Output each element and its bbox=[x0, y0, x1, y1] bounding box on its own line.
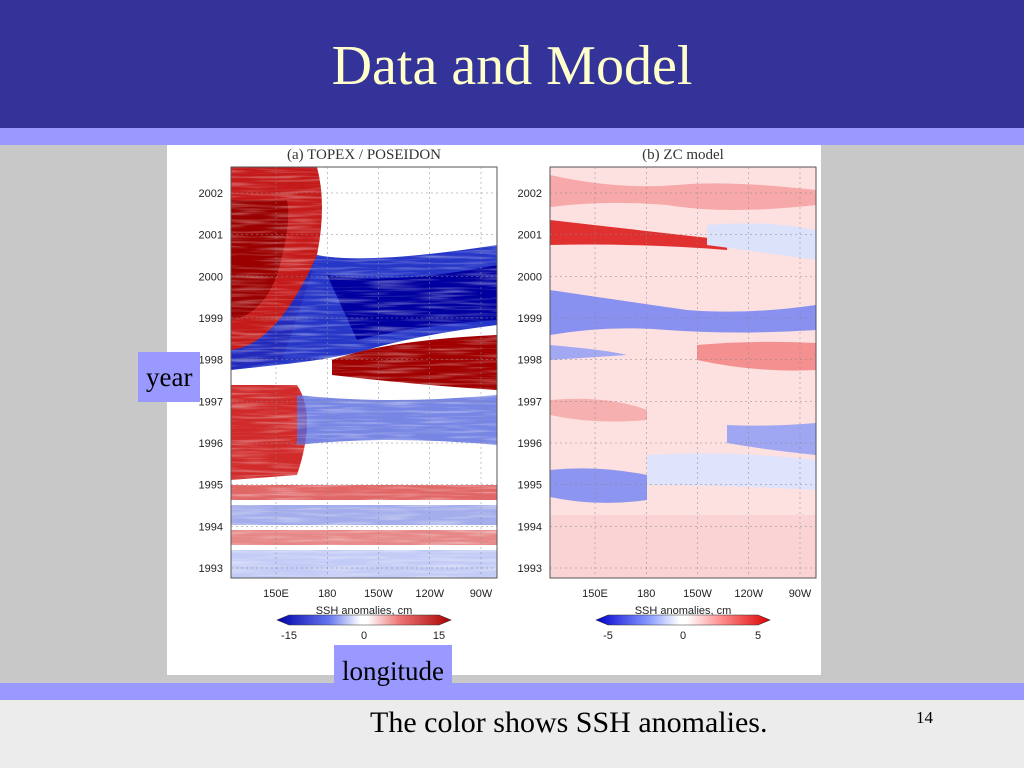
panel-a-title: (a) TOPEX / POSEIDON bbox=[287, 147, 441, 163]
footer bbox=[0, 700, 1024, 768]
year-tick-label: 1993 bbox=[199, 563, 223, 575]
panel-b-heatmap bbox=[550, 167, 816, 578]
year-tick-label: 1993 bbox=[518, 563, 542, 575]
year-tick-label: 1997 bbox=[518, 396, 542, 408]
year-tick-label: 2002 bbox=[199, 188, 223, 200]
year-tick-label: 1994 bbox=[518, 521, 542, 533]
colorbar-tick-label: 0 bbox=[361, 630, 367, 642]
page-number: 14 bbox=[916, 708, 933, 727]
panel-a-frame bbox=[230, 166, 498, 579]
year-tick-label: 1999 bbox=[518, 313, 542, 325]
longitude-tick-label: 90W bbox=[470, 588, 493, 600]
year-tick-label: 2002 bbox=[518, 188, 542, 200]
year-tick-label: 1998 bbox=[518, 355, 542, 367]
longitude-tick-label: 90W bbox=[789, 588, 812, 600]
panel-a-longitude-ticks: 150E 180 150W 120W 90W bbox=[263, 167, 493, 600]
panel-a-colorbar bbox=[276, 614, 452, 626]
longitude-tick-label: 120W bbox=[734, 588, 763, 600]
panel-a-colorbar-ticks: -15 0 15 bbox=[281, 630, 445, 642]
longitude-tick-label: 150W bbox=[364, 588, 393, 600]
year-tick-label: 2001 bbox=[518, 230, 542, 242]
colorbar-tick-label: -15 bbox=[281, 630, 297, 642]
year-tick-label: 2001 bbox=[199, 230, 223, 242]
longitude-tick-label: 180 bbox=[637, 588, 655, 600]
title-bar: Data and Model bbox=[0, 0, 1024, 128]
longitude-tick-label: 150E bbox=[582, 588, 608, 600]
panel-b-year-ticks: 1993 1994 1995 1996 1997 1998 1999 2000 2001 2002 bbox=[518, 188, 816, 575]
year-tick-label: 1994 bbox=[199, 521, 223, 533]
figure-svg: (a) TOPEX / POSEIDON 1993199419951996199… bbox=[199, 147, 817, 642]
bottom-accent-stripe bbox=[0, 683, 1024, 700]
panel-a-year-ticks: 1993 1994 1995 1996 1997 1998 1999 2000 2001 2002 bbox=[199, 188, 497, 575]
panel-b-title: (b) ZC model bbox=[642, 147, 724, 163]
panel-b-colorbar bbox=[595, 614, 771, 626]
longitude-tick-label: 120W bbox=[415, 588, 444, 600]
year-tick-label: 1998 bbox=[199, 355, 223, 367]
panel-b-longitude-ticks: 150E 180 150W 120W 90W bbox=[582, 167, 812, 600]
year-tick-label: 1995 bbox=[518, 480, 542, 492]
year-tick-label: 2000 bbox=[199, 271, 223, 283]
colorbar-tick-label: -5 bbox=[603, 630, 613, 642]
year-tick-label: 1999 bbox=[199, 313, 223, 325]
panel-b-colorbar-ticks: -5 0 5 bbox=[603, 630, 761, 642]
caption: The color shows SSH anomalies. bbox=[370, 706, 768, 739]
year-tick-label: 1995 bbox=[199, 480, 223, 492]
panel-b-colorbar-label: SSH anomalies, cm bbox=[635, 605, 732, 617]
longitude-axis-label: longitude bbox=[334, 645, 452, 691]
year-tick-label: 1997 bbox=[199, 396, 223, 408]
colorbar-tick-label: 5 bbox=[755, 630, 761, 642]
longitude-tick-label: 180 bbox=[318, 588, 336, 600]
colorbar-tick-label: 0 bbox=[680, 630, 686, 642]
year-tick-label: 1996 bbox=[518, 438, 542, 450]
colorbar-tick-label: 15 bbox=[433, 630, 445, 642]
slide-title: Data and Model bbox=[331, 35, 693, 97]
longitude-tick-label: 150E bbox=[263, 588, 289, 600]
panel-a-colorbar-label: SSH anomalies, cm bbox=[316, 605, 413, 617]
year-tick-label: 2000 bbox=[518, 271, 542, 283]
top-accent-stripe bbox=[0, 128, 1024, 145]
panel-a-heatmap bbox=[231, 167, 497, 578]
panel-b-frame bbox=[549, 166, 817, 579]
longitude-tick-label: 150W bbox=[683, 588, 712, 600]
year-axis-label: year bbox=[138, 352, 201, 402]
hovmoller-figure: (a) TOPEX / POSEIDON 1993 1994 1995 1996 199… bbox=[167, 145, 821, 675]
year-tick-label: 1996 bbox=[199, 438, 223, 450]
